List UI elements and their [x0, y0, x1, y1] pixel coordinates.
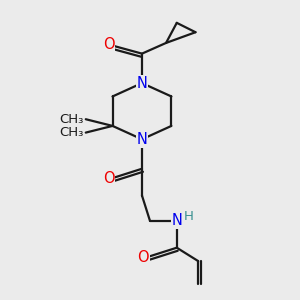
- Text: O: O: [103, 171, 114, 186]
- Text: N: N: [136, 76, 147, 91]
- Text: O: O: [103, 37, 114, 52]
- Text: N: N: [136, 132, 147, 147]
- Text: CH₃: CH₃: [59, 126, 84, 139]
- Text: N: N: [171, 213, 182, 228]
- Text: H: H: [184, 210, 194, 224]
- Text: O: O: [137, 250, 149, 265]
- Text: CH₃: CH₃: [59, 113, 84, 126]
